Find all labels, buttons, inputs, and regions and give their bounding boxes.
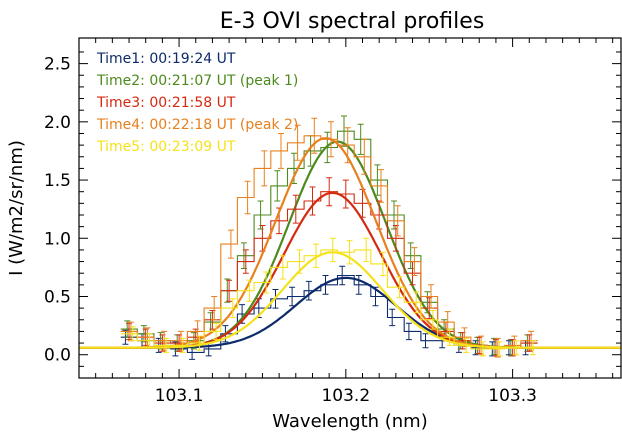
series-5-errorbar-7 [229,298,236,318]
y-tick-label: 1.0 [44,229,71,249]
series-5-errorbar-13 [329,237,336,263]
series-5-errorbar-10 [279,255,286,280]
y-tick-label: 0.0 [44,346,71,366]
series-3-errorbar-8 [242,249,249,274]
series-2-errorbar-15 [357,123,364,155]
series-1-errorbar-12 [305,280,312,301]
plot-area [79,115,621,360]
series-5-errorbar-8 [246,279,253,302]
series-1-errorbar-15 [355,275,362,295]
series-1-errorbar-18 [405,322,412,341]
series-5-fit-curve [79,251,621,349]
chart-title: E-3 OVI spectral profiles [220,9,485,34]
series-4-step-profile [120,135,538,349]
plot-frame [78,37,622,379]
series-5-errorbar-22 [479,341,486,357]
series-3-errorbar-13 [326,177,333,207]
series-1-errorbar-19 [422,333,429,349]
legend: Time1: 00:19:24 UT Time2: 00:21:07 UT (pe… [96,51,298,155]
series-5-errorbar-9 [263,271,270,294]
series-1-errorbar-17 [389,308,396,327]
series-5-errorbar-18 [413,291,420,314]
x-tick-label: 103.2 [321,386,370,406]
series-4-errorbar-15 [361,138,368,175]
series-5-errorbar-3 [163,337,170,353]
legend-entry-4: Time4: 00:22:18 UT (peak 2) [96,117,298,133]
series-5-errorbar-17 [396,276,403,299]
series-1-errorbar-14 [339,265,346,286]
series-2-errorbar-14 [341,115,347,147]
series-5-errorbar-15 [363,237,370,263]
series-4-errorbar-10 [278,133,284,169]
y-tick-label: 0.5 [44,287,71,307]
series-4-errorbar-6 [211,296,218,321]
plot-inner [79,115,621,360]
x-tick-label: 103.3 [488,386,537,406]
x-tick-label: 103.1 [155,386,204,406]
series-3 [79,177,621,357]
series-4-errorbar-17 [394,205,401,237]
legend-entry-2: Time2: 00:21:07 UT (peak 1) [96,73,298,89]
y-tick-label: 2.5 [44,55,71,75]
series-5-step-profile [120,249,538,350]
y-tick-label: 2.0 [44,113,71,133]
series-4-errorbar-16 [378,169,384,203]
x-axis-label: Wavelength (nm) [272,411,428,432]
series-5-errorbar-1 [129,326,136,342]
y-tick-label: 1.5 [44,171,71,191]
series-4-errorbar-12 [311,117,318,154]
series-4-errorbar-19 [428,284,434,309]
series-5-errorbar-5 [196,335,203,351]
legend-entry-3: Time3: 00:21:58 UT [96,95,236,111]
series-1-errorbar-13 [322,275,329,295]
series-5-errorbar-23 [496,341,503,357]
series-3-errorbar-11 [292,194,299,224]
series-5 [79,237,621,357]
series-5-errorbar-19 [429,310,436,330]
legend-entry-5: Time5: 00:23:09 UT [96,139,236,155]
series-4-errorbar-8 [244,180,251,215]
series-2-errorbar-10 [274,170,281,202]
series-4-errorbar-11 [294,124,301,161]
series-4-errorbar-18 [411,247,418,276]
axis-ticks: 103.1 103.2 103.3 0.0 0.5 1.0 1.5 2.0 2.5 [44,38,621,406]
series-5-errorbar-12 [313,243,320,268]
series-3-step-profile [120,191,538,349]
series-5-errorbar-14 [346,240,353,265]
series-4-errorbar-7 [227,229,234,259]
series-4-errorbar-9 [261,150,268,187]
y-axis-label: I (W/m2/sr/nm) [6,140,27,276]
series-2-step-profile [120,130,538,349]
series-3-errorbar-12 [309,186,316,216]
series-3-errorbar-7 [226,279,233,302]
series-3-errorbar-14 [342,179,349,209]
series-3-fit-curve [79,191,621,349]
legend-entry-1: Time1: 00:19:24 UT [96,51,236,67]
series-5-errorbar-16 [379,251,386,276]
series-5-errorbar-4 [179,337,186,353]
